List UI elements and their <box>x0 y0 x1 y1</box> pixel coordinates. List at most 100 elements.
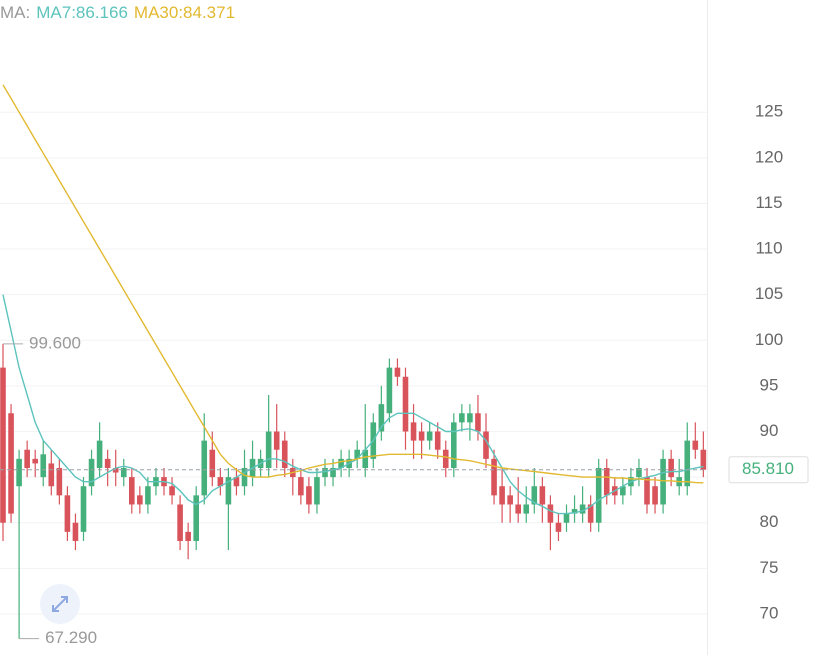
candle-body <box>354 449 360 459</box>
candle-body <box>322 467 328 478</box>
candle-body <box>426 431 433 441</box>
y-tick-label: 70 <box>760 603 779 622</box>
candle-body <box>459 413 465 423</box>
candle-body <box>330 467 336 478</box>
candle-body <box>636 467 642 478</box>
candle-body <box>499 486 505 505</box>
candle-body <box>402 376 409 432</box>
y-tick-label: 75 <box>760 558 779 577</box>
candle-body <box>225 477 232 505</box>
last-price-label: 85.810 <box>742 459 794 478</box>
candle-body <box>603 467 610 496</box>
candle-body <box>145 486 151 505</box>
annotation-label: 67.290 <box>45 628 97 647</box>
candle-body <box>668 458 674 478</box>
candle-body <box>8 413 14 514</box>
legend: MA: MA7:86.166 MA30:84.371 <box>0 3 235 23</box>
legend-label: MA: <box>0 3 31 22</box>
candle-body <box>491 458 497 496</box>
candle-body <box>555 522 562 532</box>
candle-body <box>48 463 55 487</box>
candle-body <box>104 458 111 468</box>
candle-body <box>684 440 691 487</box>
candle-body <box>587 504 594 523</box>
candle-body <box>418 431 425 441</box>
candle-body <box>16 458 22 487</box>
y-tick-label: 120 <box>755 147 783 166</box>
candle-body <box>209 449 216 478</box>
candle-body <box>241 467 248 487</box>
candle-body <box>96 440 103 468</box>
candle-body <box>177 504 183 541</box>
candle-body <box>563 513 570 523</box>
ma-line <box>2 84 704 484</box>
candle-body <box>72 522 79 541</box>
candle-body <box>362 449 369 468</box>
last-price-box <box>728 456 809 484</box>
candle-body <box>467 413 473 423</box>
candle-body <box>660 458 666 505</box>
candle-body <box>112 467 119 473</box>
candle-body <box>579 504 586 514</box>
candle-body <box>193 495 199 541</box>
y-tick-label: 125 <box>755 102 783 121</box>
candle-body <box>700 449 707 470</box>
candle-body <box>201 440 208 496</box>
candle-body <box>40 454 47 478</box>
candle-body <box>281 440 288 468</box>
candle-body <box>298 477 304 496</box>
candle-body <box>644 477 650 505</box>
candle-body <box>24 449 30 468</box>
candle-body <box>547 504 554 523</box>
y-tick-label: 105 <box>755 284 783 303</box>
candle-body <box>217 477 224 487</box>
candle-body <box>475 413 481 432</box>
candle-body <box>0 367 6 523</box>
candle-body <box>64 495 71 532</box>
annotation-label: 99.600 <box>29 333 81 352</box>
candle-body <box>394 367 401 377</box>
candle-body <box>483 431 489 459</box>
candle-body <box>386 367 393 414</box>
candle-body <box>595 467 602 523</box>
candle-body <box>539 486 546 505</box>
candle-body <box>129 477 135 505</box>
candle-body <box>32 458 38 464</box>
ma-line <box>2 294 704 515</box>
candle-body <box>434 431 441 450</box>
candle-body <box>88 458 95 487</box>
y-tick-label: 115 <box>755 193 782 212</box>
candle-body <box>169 486 175 496</box>
y-tick-label: 90 <box>760 421 779 440</box>
candle-body <box>692 440 699 450</box>
candle-body <box>137 495 143 505</box>
candle-body <box>451 422 457 468</box>
legend-entry: MA30:84.371 <box>133 3 236 22</box>
candle-body <box>273 431 280 450</box>
candle-body <box>620 486 626 496</box>
expand-button[interactable] <box>40 584 80 624</box>
y-tick-label: 80 <box>760 512 779 531</box>
candle-body <box>338 458 344 468</box>
candle-body <box>120 467 127 478</box>
candle-body <box>56 467 63 496</box>
y-tick-label: 95 <box>760 375 779 394</box>
candle-body <box>233 477 240 487</box>
candle-body <box>378 404 385 432</box>
candle-body <box>265 431 272 468</box>
legend-entry: MA7:86.166 <box>36 3 128 22</box>
candle-body <box>80 486 87 532</box>
candle-body <box>410 422 417 441</box>
candle-body <box>314 477 320 505</box>
candle-body <box>442 449 449 468</box>
candle-body <box>507 495 513 505</box>
candle-body <box>515 504 521 514</box>
candle-body <box>571 509 578 514</box>
candle-body <box>185 531 191 541</box>
y-tick-label: 100 <box>755 330 783 349</box>
candle-body <box>531 486 538 505</box>
candle-body <box>652 486 658 505</box>
